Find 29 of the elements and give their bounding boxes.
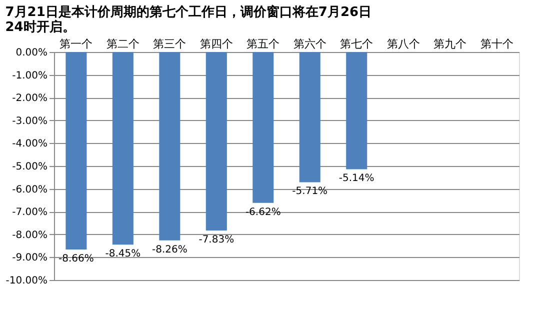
y-tick-label: -3.00% (12, 116, 48, 127)
y-tick-label: -7.00% (12, 207, 48, 218)
data-label: -6.62% (245, 206, 281, 218)
y-tick-label: -4.00% (12, 138, 48, 150)
y-tick-label: -9.00% (12, 252, 48, 264)
x-tick-label: 第十个 (480, 38, 514, 50)
y-tick-label: -6.00% (12, 184, 48, 196)
y-tick-label: -10.00% (6, 276, 48, 286)
x-tick-label: 第七个 (340, 38, 374, 50)
x-tick-label: 第八个 (386, 38, 420, 50)
data-label: -5.71% (292, 186, 328, 198)
x-tick-label: 第六个 (293, 38, 326, 50)
x-tick-label: 第九个 (434, 38, 467, 50)
chart-title: 7月21日是本计价周期的第七个工作日，调价窗口将在7月26日24时开启。 (5, 4, 372, 35)
x-tick-label: 第五个 (246, 38, 280, 50)
x-tick-label: 第四个 (200, 38, 233, 50)
y-tick-label: -2.00% (12, 93, 48, 104)
data-label: -5.14% (338, 173, 374, 184)
data-label: -8.26% (152, 244, 188, 256)
data-label: -8.66% (58, 253, 94, 264)
x-tick-label: 第二个 (106, 38, 140, 50)
data-label: -8.45% (105, 248, 141, 260)
y-tick-label: -1.00% (12, 70, 48, 82)
y-tick-label: 0.00% (16, 48, 48, 58)
x-tick-label: 第一个 (60, 38, 93, 50)
x-tick-label: 第三个 (153, 38, 186, 50)
y-tick-label: -5.00% (12, 162, 48, 172)
data-label: -7.83% (198, 234, 234, 246)
y-tick-label: -8.00% (12, 230, 48, 241)
